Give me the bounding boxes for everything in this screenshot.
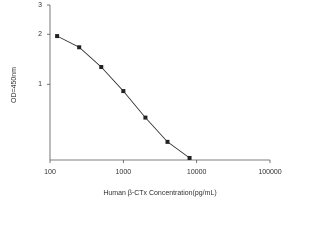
y-tick-label: 2	[38, 31, 42, 38]
y-axis-label: OD=450nm	[11, 67, 18, 103]
point	[99, 65, 104, 70]
point	[187, 155, 192, 160]
y-tick-label: 1	[38, 81, 42, 88]
page: OD=450nm Human β-CTx Concentration(pg/mL…	[10, 1, 282, 197]
y-tick-label: 3	[38, 2, 42, 9]
x-axis-label: Human β-CTx Concentration(pg/mL)	[103, 190, 216, 197]
point	[77, 45, 82, 50]
point	[143, 115, 148, 120]
fit-line	[56, 35, 190, 159]
point	[55, 34, 60, 39]
x-tick-label: 100	[44, 169, 56, 176]
x-tick-label: 10000	[187, 169, 207, 176]
x-tick-label: 100000	[258, 169, 281, 176]
point	[121, 89, 126, 94]
x-tick-label: 1000	[116, 169, 132, 176]
point	[165, 139, 170, 144]
chart: OD=450nm Human β-CTx Concentration(pg/mL…	[11, 2, 282, 197]
